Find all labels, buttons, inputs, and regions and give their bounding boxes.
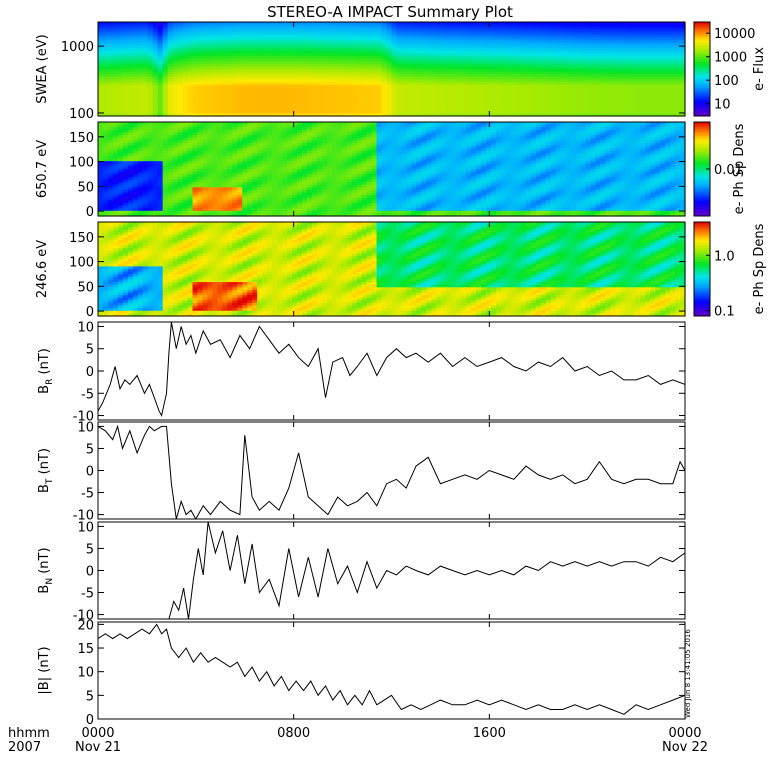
y-tick-label: 100	[69, 107, 94, 122]
summary-plot: STEREO-A IMPACT Summary Plot 100 1000 SWEA…	[0, 0, 780, 780]
y-axis-label: SWEA (eV)	[35, 34, 50, 103]
panel-2: 050100150650.7 eV	[35, 122, 686, 220]
plot-title: STEREO-A IMPACT Summary Plot	[267, 3, 513, 21]
panel-1: 100 1000 SWEA (eV)	[35, 22, 686, 122]
heatmap-1	[98, 22, 686, 117]
y-tick-label: 1000	[61, 40, 94, 55]
heatmap-2	[98, 122, 686, 217]
